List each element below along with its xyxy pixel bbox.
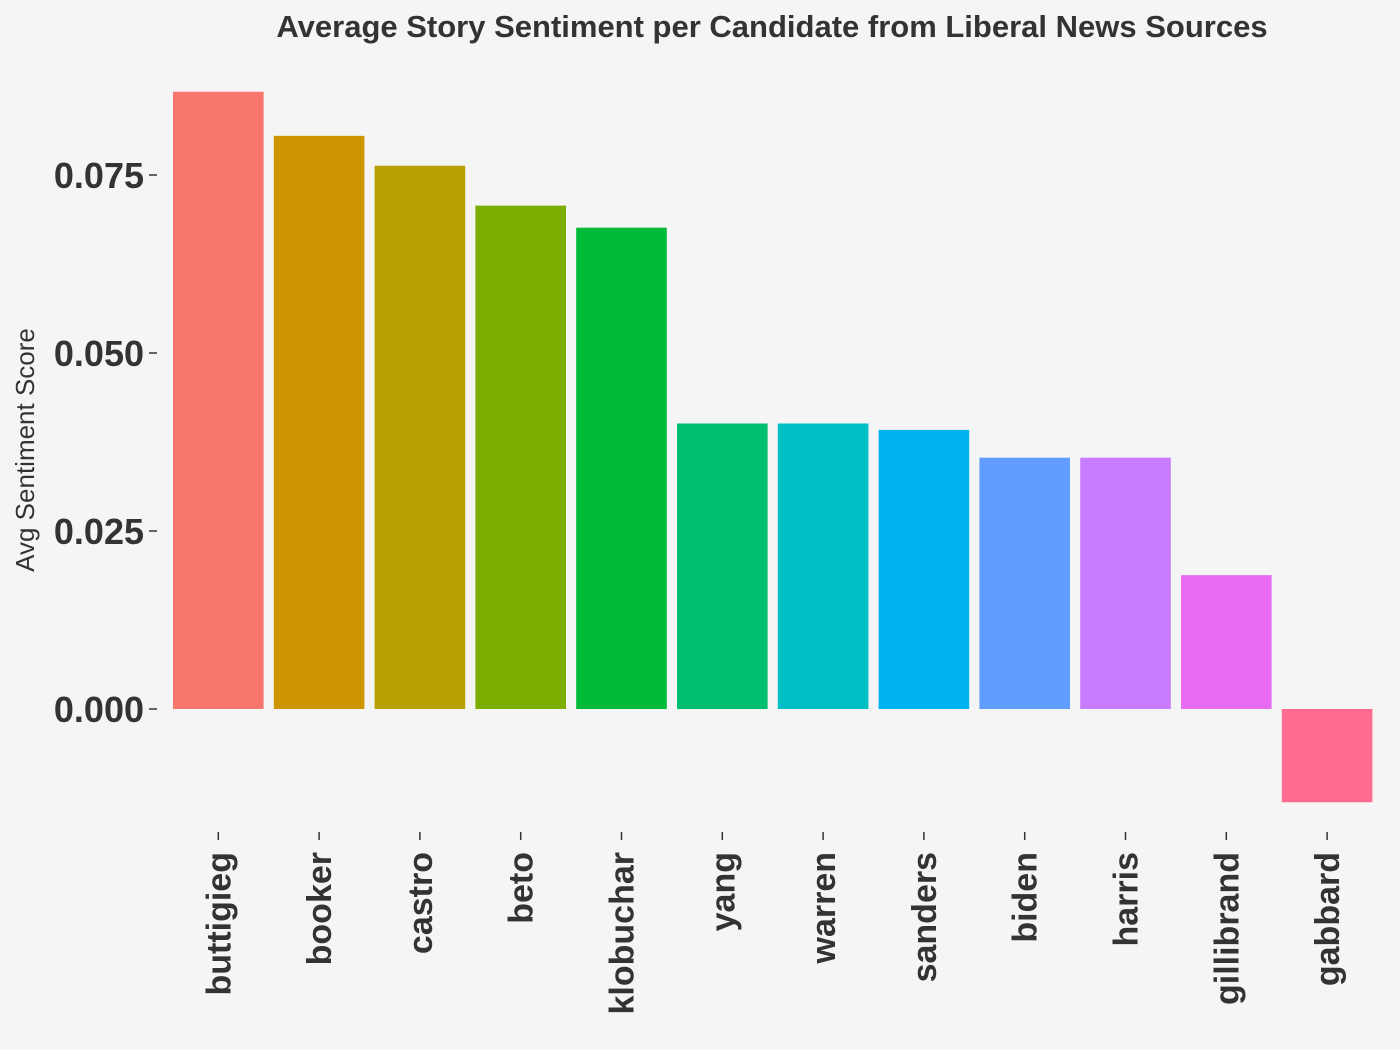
bar-harris xyxy=(1080,457,1171,709)
bar-klobuchar xyxy=(576,227,667,710)
x-tick-label-booker: booker xyxy=(301,852,339,965)
bar-gabbard xyxy=(1281,709,1373,803)
bar-booker xyxy=(273,135,365,710)
y-tick-label: 0.050 xyxy=(54,333,144,374)
x-tick-label-harris: harris xyxy=(1108,852,1146,947)
bar-castro xyxy=(374,165,466,709)
x-tick-label-sanders: sanders xyxy=(906,852,944,982)
bar-buttigieg xyxy=(173,91,264,710)
x-tick-label-warren: warren xyxy=(805,852,843,965)
x-tick-label-buttigieg: buttigieg xyxy=(200,852,238,996)
chart-title: Average Story Sentiment per Candidate fr… xyxy=(276,9,1267,44)
bar-gillibrand xyxy=(1181,575,1272,709)
x-tick-label-biden: biden xyxy=(1007,852,1045,943)
x-tick-label-castro: castro xyxy=(402,852,440,954)
bar-sanders xyxy=(878,429,970,709)
y-tick-label: 0.025 xyxy=(54,511,144,552)
x-tick-label-klobuchar: klobuchar xyxy=(604,852,642,1014)
y-tick-label: 0.000 xyxy=(54,689,144,730)
bar-warren xyxy=(777,423,869,709)
x-tick-label-gillibrand: gillibrand xyxy=(1208,852,1246,1005)
x-tick-label-beto: beto xyxy=(503,852,541,924)
bar-biden xyxy=(979,457,1070,709)
x-tick-label-yang: yang xyxy=(704,852,742,931)
bar-beto xyxy=(475,205,566,709)
y-axis-label: Avg Sentiment Score xyxy=(10,328,40,572)
x-tick-label-gabbard: gabbard xyxy=(1309,852,1347,986)
bar-yang xyxy=(677,423,768,709)
y-tick-label: 0.075 xyxy=(54,155,144,196)
